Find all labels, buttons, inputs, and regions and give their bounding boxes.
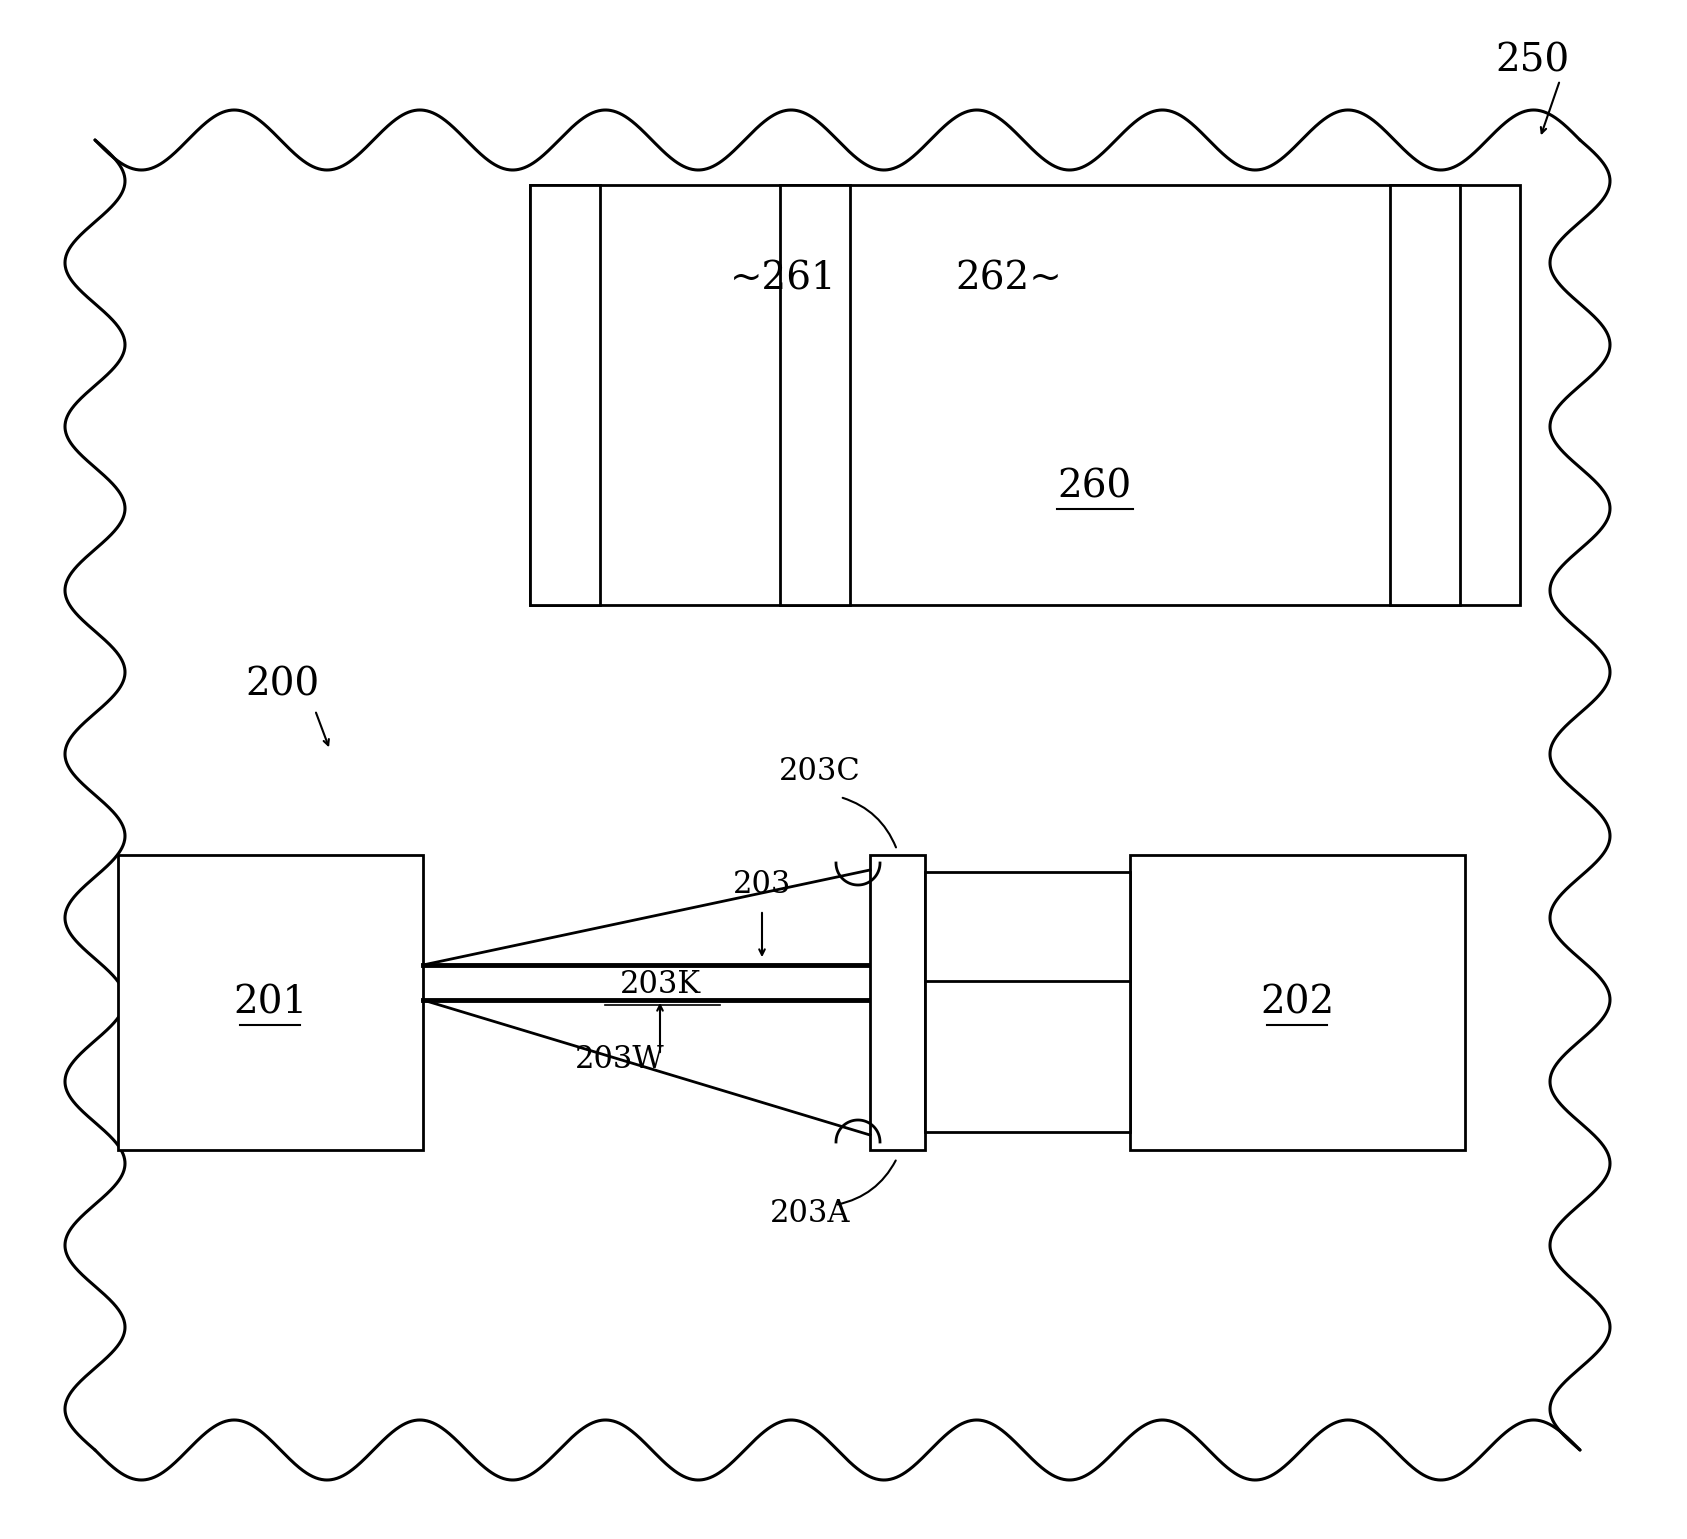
Text: 203K: 203K bbox=[619, 970, 700, 1000]
Text: 250: 250 bbox=[1495, 43, 1569, 80]
Bar bbox=[530, 185, 1520, 605]
Bar bbox=[118, 856, 423, 1150]
Text: ~261: ~261 bbox=[730, 262, 837, 299]
Text: 201: 201 bbox=[233, 983, 307, 1020]
Text: 203W: 203W bbox=[575, 1043, 665, 1076]
Text: 200: 200 bbox=[245, 666, 319, 703]
Text: 203M: 203M bbox=[984, 873, 1073, 903]
Bar bbox=[1130, 856, 1464, 1150]
Text: 202: 202 bbox=[1260, 983, 1334, 1020]
Bar bbox=[1390, 185, 1459, 605]
Text: 262~: 262~ bbox=[955, 262, 1061, 299]
Bar bbox=[779, 185, 850, 605]
Text: 203A: 203A bbox=[769, 1197, 850, 1230]
Text: 203N: 203N bbox=[882, 960, 913, 1045]
Text: 203: 203 bbox=[732, 870, 791, 900]
Text: 203L: 203L bbox=[989, 1087, 1066, 1117]
Text: 260: 260 bbox=[1058, 469, 1132, 506]
Bar bbox=[530, 185, 601, 605]
Bar bbox=[924, 873, 1130, 1133]
Bar bbox=[870, 856, 924, 1150]
Text: 203C: 203C bbox=[779, 756, 860, 786]
